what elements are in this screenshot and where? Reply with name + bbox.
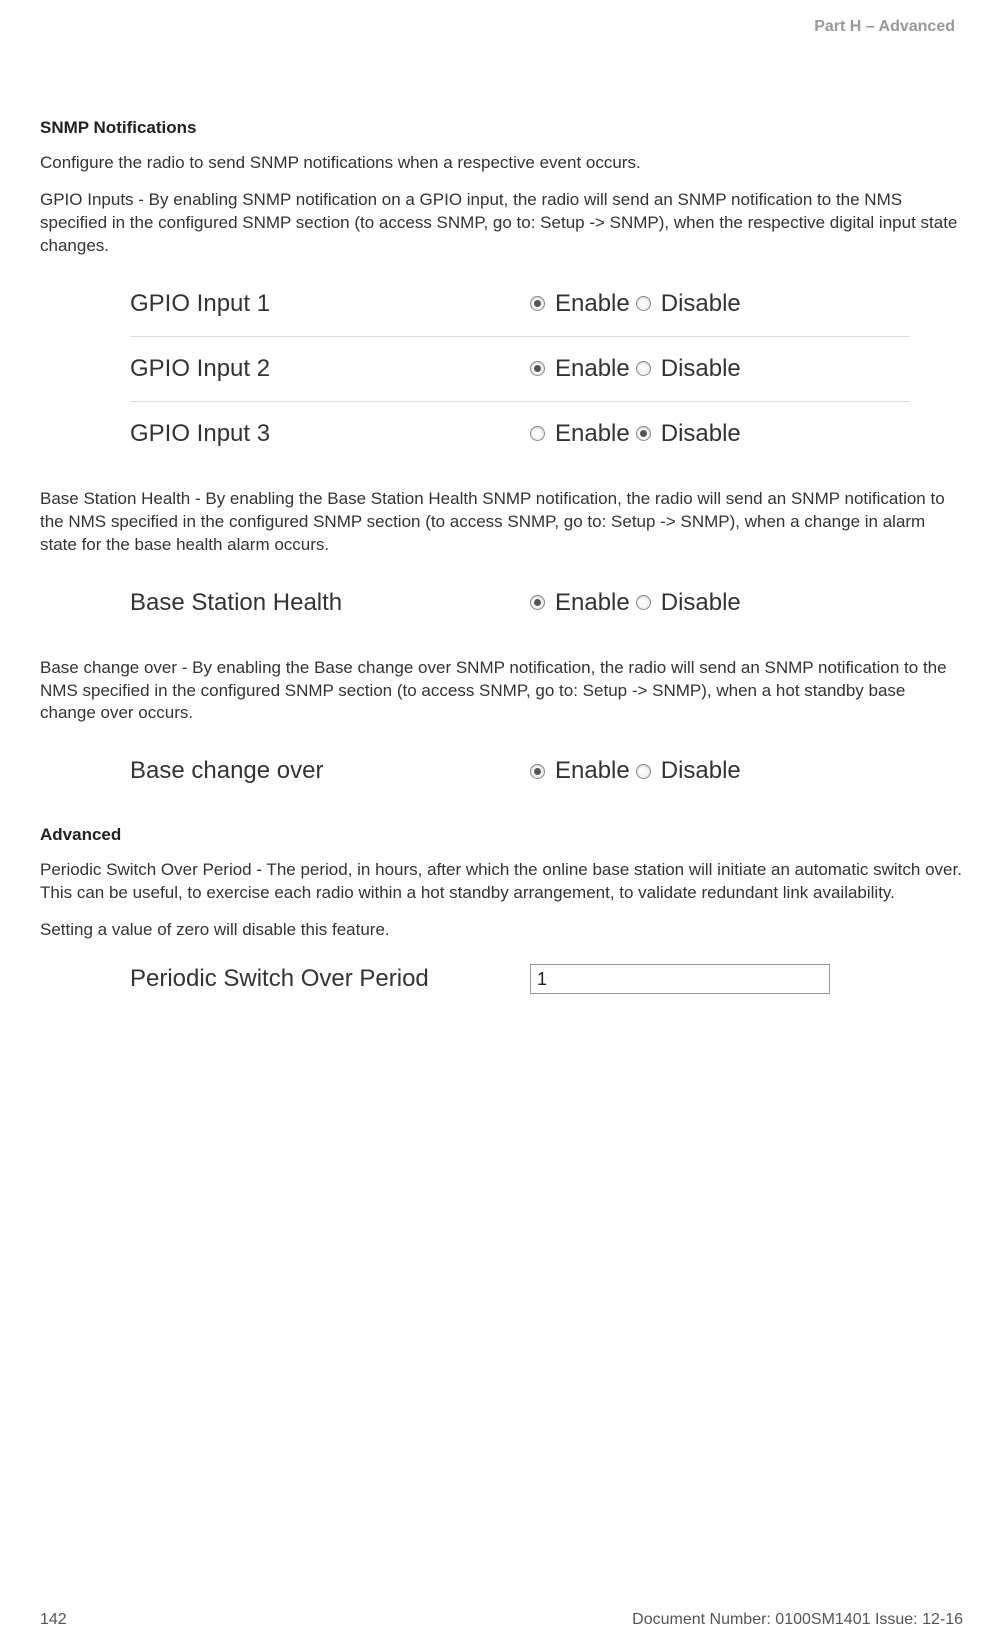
base-station-health-paragraph: Base Station Health - By enabling the Ba… <box>40 488 963 557</box>
base-change-over-paragraph: Base change over - By enabling the Base … <box>40 657 963 726</box>
gpio-input-2-row: GPIO Input 2 Enable Disable <box>130 336 910 401</box>
gpio-input-3-label: GPIO Input 3 <box>130 420 530 448</box>
page: Part H – Advanced SNMP Notifications Con… <box>0 0 1003 1637</box>
gpio-input-2-radios: Enable Disable <box>530 355 741 383</box>
gpio-input-3-enable-radio[interactable] <box>530 426 545 441</box>
snmp-notifications-title: SNMP Notifications <box>40 118 963 138</box>
gpio-inputs-paragraph: GPIO Inputs - By enabling SNMP notificat… <box>40 189 963 258</box>
document-info: Document Number: 0100SM1401 Issue: 12-16 <box>632 1611 963 1629</box>
gpio-input-1-radios: Enable Disable <box>530 290 741 318</box>
base-change-over-disable-radio[interactable] <box>636 764 651 779</box>
content: SNMP Notifications Configure the radio t… <box>40 0 963 1002</box>
base-change-over-row: Base change over Enable Disable <box>130 739 910 803</box>
gpio-inputs-block: GPIO Input 1 Enable Disable GPIO Input 2… <box>130 272 910 466</box>
page-number: 142 <box>40 1611 67 1629</box>
base-change-over-radios: Enable Disable <box>530 757 741 785</box>
gpio-input-1-disable-radio[interactable] <box>636 296 651 311</box>
base-change-over-enable-radio[interactable] <box>530 764 545 779</box>
enable-option-label: Enable <box>555 420 630 448</box>
gpio-input-2-enable-radio[interactable] <box>530 361 545 376</box>
base-station-health-label: Base Station Health <box>130 589 530 617</box>
gpio-input-3-disable-radio[interactable] <box>636 426 651 441</box>
disable-option-label: Disable <box>661 420 741 448</box>
disable-option-label: Disable <box>661 290 741 318</box>
disable-option-label: Disable <box>661 355 741 383</box>
gpio-input-1-label: GPIO Input 1 <box>130 290 530 318</box>
base-station-health-row: Base Station Health Enable Disable <box>130 571 910 635</box>
advanced-title: Advanced <box>40 825 963 845</box>
footer: 142 Document Number: 0100SM1401 Issue: 1… <box>40 1611 963 1629</box>
enable-option-label: Enable <box>555 355 630 383</box>
gpio-input-1-row: GPIO Input 1 Enable Disable <box>130 272 910 336</box>
base-station-health-radios: Enable Disable <box>530 589 741 617</box>
periodic-switch-block: Periodic Switch Over Period <box>130 956 910 1002</box>
base-station-health-block: Base Station Health Enable Disable <box>130 571 910 635</box>
enable-option-label: Enable <box>555 290 630 318</box>
gpio-input-3-row: GPIO Input 3 Enable Disable <box>130 401 910 466</box>
header-part-label: Part H – Advanced <box>814 18 955 36</box>
snmp-intro: Configure the radio to send SNMP notific… <box>40 152 963 175</box>
enable-option-label: Enable <box>555 757 630 785</box>
gpio-input-3-radios: Enable Disable <box>530 420 741 448</box>
gpio-input-1-enable-radio[interactable] <box>530 296 545 311</box>
periodic-switch-label: Periodic Switch Over Period <box>130 965 530 993</box>
base-station-health-disable-radio[interactable] <box>636 595 651 610</box>
enable-option-label: Enable <box>555 589 630 617</box>
base-station-health-enable-radio[interactable] <box>530 595 545 610</box>
disable-option-label: Disable <box>661 757 741 785</box>
base-change-over-block: Base change over Enable Disable <box>130 739 910 803</box>
periodic-switch-row: Periodic Switch Over Period <box>130 956 910 1002</box>
gpio-input-2-label: GPIO Input 2 <box>130 355 530 383</box>
gpio-input-2-disable-radio[interactable] <box>636 361 651 376</box>
base-change-over-label: Base change over <box>130 757 530 785</box>
disable-option-label: Disable <box>661 589 741 617</box>
advanced-paragraph-2: Setting a value of zero will disable thi… <box>40 919 963 942</box>
advanced-paragraph-1: Periodic Switch Over Period - The period… <box>40 859 963 905</box>
periodic-switch-input[interactable] <box>530 964 830 994</box>
